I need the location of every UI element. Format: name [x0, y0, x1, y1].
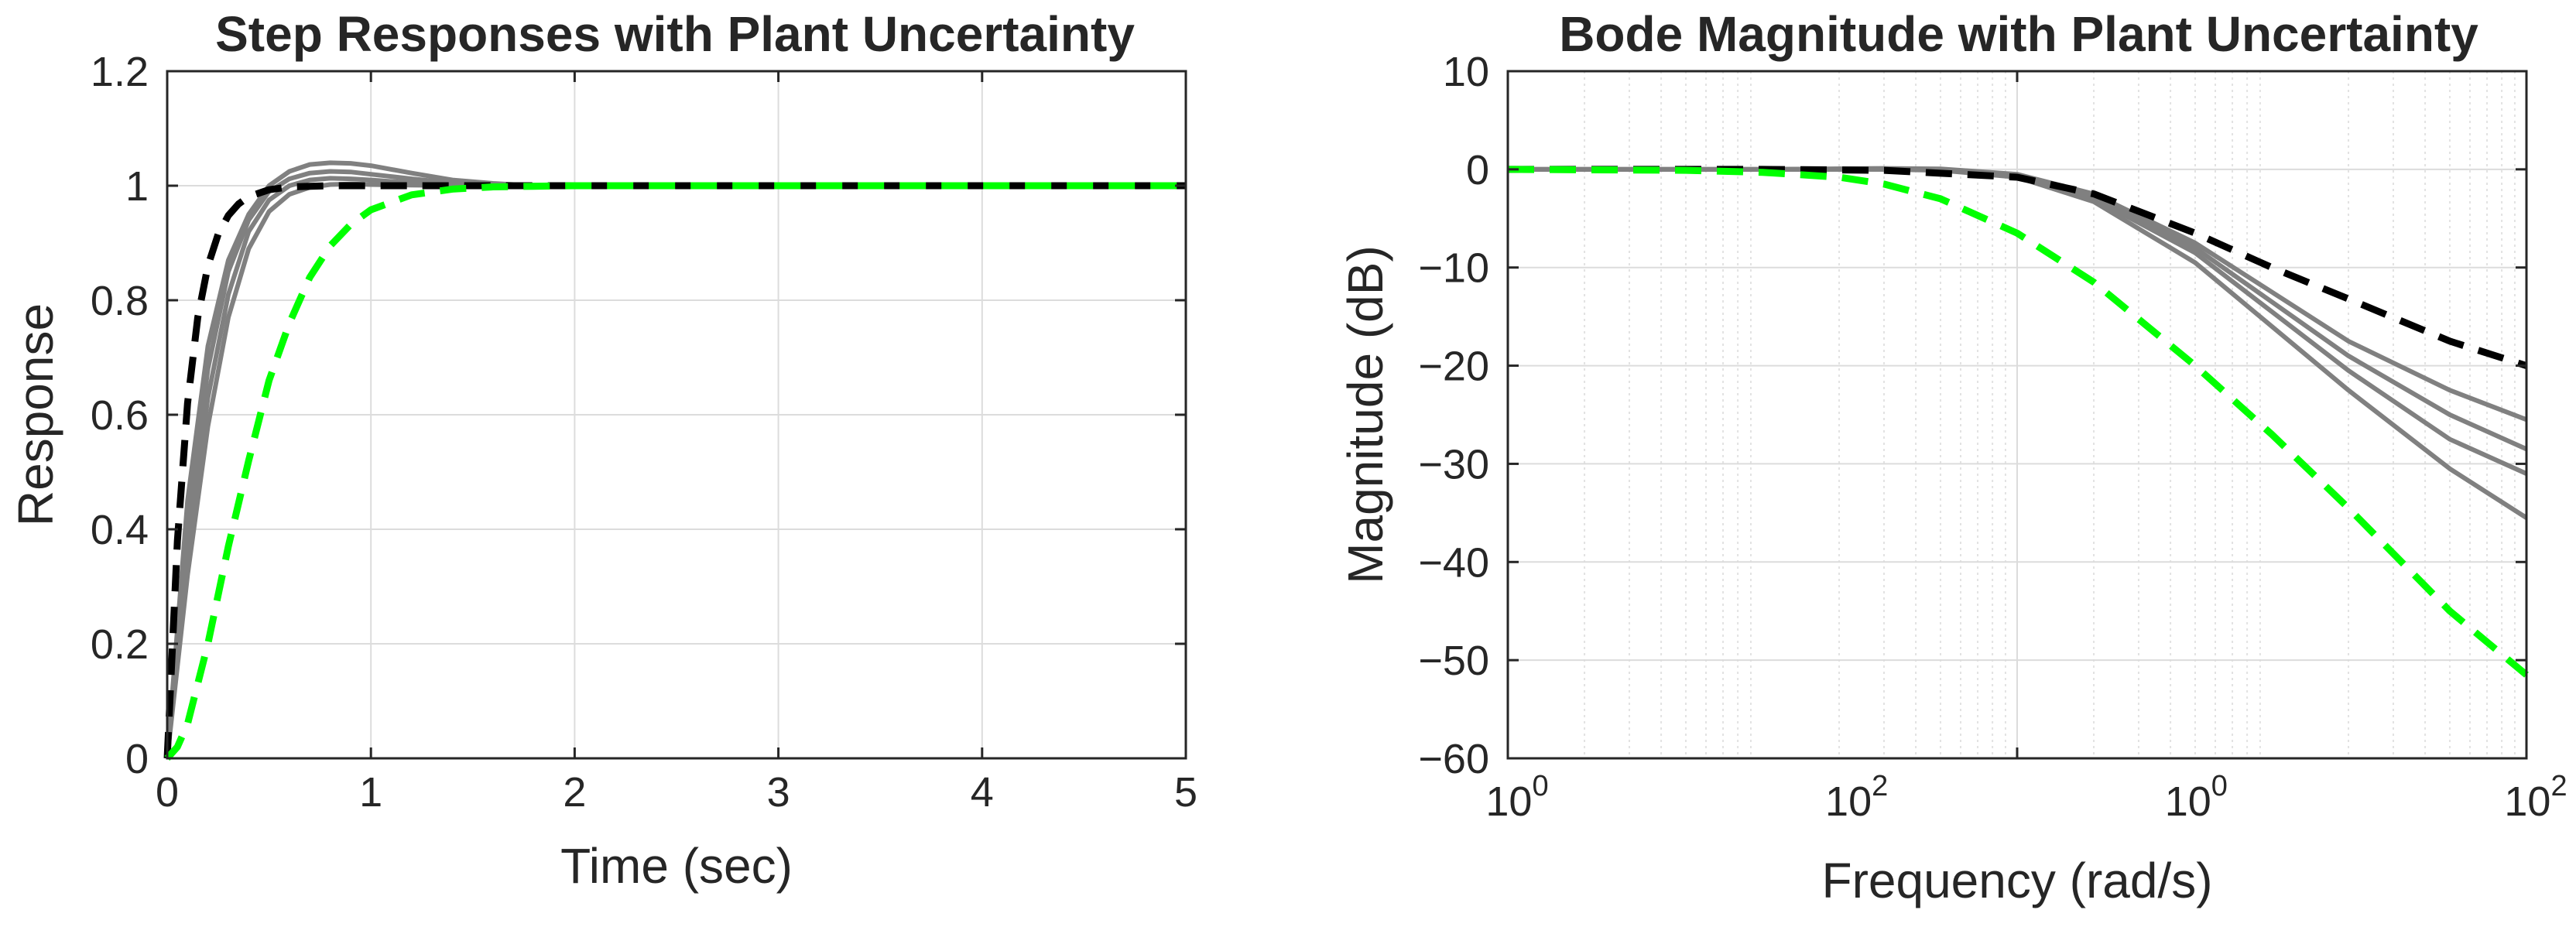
y-tick-label: 1.2 [91, 49, 149, 95]
series-group [1507, 166, 2529, 678]
y-tick-label: 0 [125, 736, 149, 782]
x-axis-label: Time (sec) [560, 838, 793, 894]
y-tick-labels: −60 −50 −40 −30 −20 −10 0 10 [1418, 49, 1489, 782]
series-group [163, 160, 1186, 761]
x-tick-labels: 0 1 2 3 4 5 [156, 769, 1197, 816]
y-tick-label: 10 [1443, 49, 1489, 95]
step-response-chart: Step Responses with Plant Uncertainty 0 1… [8, 6, 1197, 894]
x-tick-label: 102 [1825, 770, 1888, 825]
x-tick-label: 1 [359, 769, 382, 816]
y-tick-label: −40 [1418, 539, 1489, 586]
x-tick-label: 3 [767, 769, 790, 816]
y-axis-label: Response [8, 303, 63, 526]
y-tick-label: −10 [1418, 245, 1489, 292]
y-tick-label: 0.8 [91, 278, 149, 324]
chart-title: Bode Magnitude with Plant Uncertainty [1559, 6, 2478, 62]
series-line-dashed-black [1508, 166, 2528, 369]
x-tick-label: 100 [2165, 770, 2228, 825]
y-tick-label: −50 [1418, 638, 1489, 684]
x-tick-label: 100 [1485, 770, 1548, 825]
y-tick-label: −30 [1418, 441, 1489, 487]
y-tick-label: 0.2 [91, 621, 149, 668]
tick-marks [1506, 70, 2528, 760]
tick-marks [166, 70, 1187, 760]
y-tick-label: 1 [125, 163, 149, 210]
series-line-dashed-green [164, 182, 1186, 761]
y-tick-labels: 0 0.2 0.4 0.6 0.8 1 1.2 [91, 49, 149, 782]
x-tick-label: 102 [2504, 770, 2567, 825]
y-tick-label: −20 [1418, 344, 1489, 390]
chart-title: Step Responses with Plant Uncertainty [215, 6, 1135, 62]
x-axis-label: Frequency (rad/s) [1821, 853, 2212, 908]
x-tick-labels: 100 102 100 102 [1485, 770, 2567, 825]
y-tick-label: −60 [1418, 736, 1489, 782]
y-tick-label: 0.6 [91, 392, 149, 439]
x-tick-label: 4 [971, 769, 994, 816]
x-tick-label: 2 [563, 769, 586, 816]
y-tick-label: 0.4 [91, 507, 149, 553]
x-tick-label: 5 [1174, 769, 1197, 816]
series-line-dashed-green [1507, 166, 2529, 678]
y-axis-label: Magnitude (dB) [1338, 245, 1393, 584]
x-tick-label: 0 [156, 769, 179, 816]
bode-magnitude-chart: Bode Magnitude with Plant Uncertainty 10… [1338, 6, 2567, 908]
y-tick-label: 0 [1466, 147, 1489, 193]
